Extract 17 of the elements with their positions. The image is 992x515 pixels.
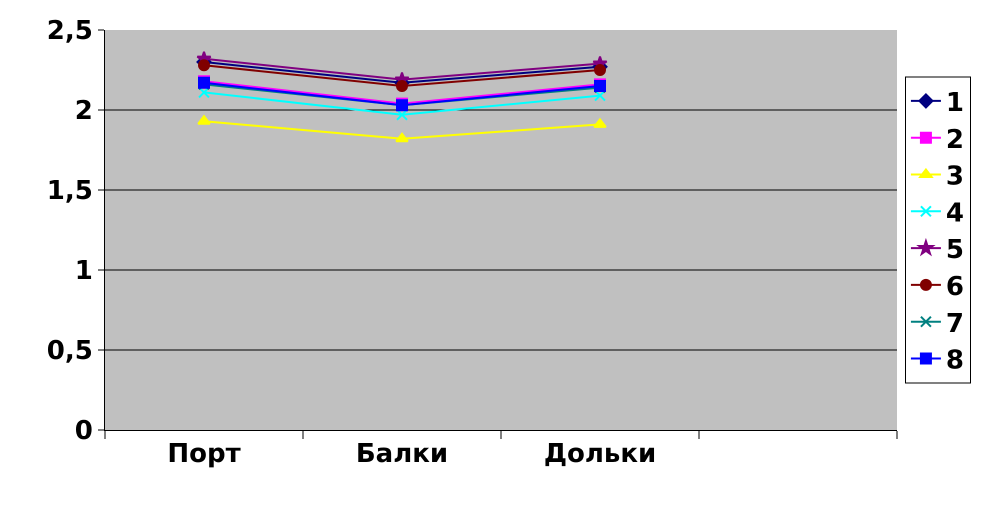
legend-label: 8 (946, 346, 964, 376)
x-tick-label: Дольки (544, 439, 656, 470)
legend-label: 2 (946, 124, 964, 155)
legend-label: 7 (946, 308, 964, 339)
y-tick-label: 1,5 (46, 176, 93, 206)
y-tick-label: 0 (74, 416, 93, 446)
y-tick-label: 2,5 (46, 16, 93, 46)
x-tick-label: Порт (167, 439, 241, 470)
y-tick-label: 2 (74, 96, 93, 126)
x-tick-label: Балки (356, 439, 448, 470)
legend-label: 4 (946, 198, 964, 228)
legend-label: 1 (946, 88, 964, 118)
y-tick-label: 1 (74, 256, 93, 286)
y-tick-label: 0,5 (46, 336, 93, 366)
legend-label: 5 (946, 235, 964, 266)
legend-label: 3 (946, 162, 964, 192)
legend-label: 6 (946, 272, 964, 302)
